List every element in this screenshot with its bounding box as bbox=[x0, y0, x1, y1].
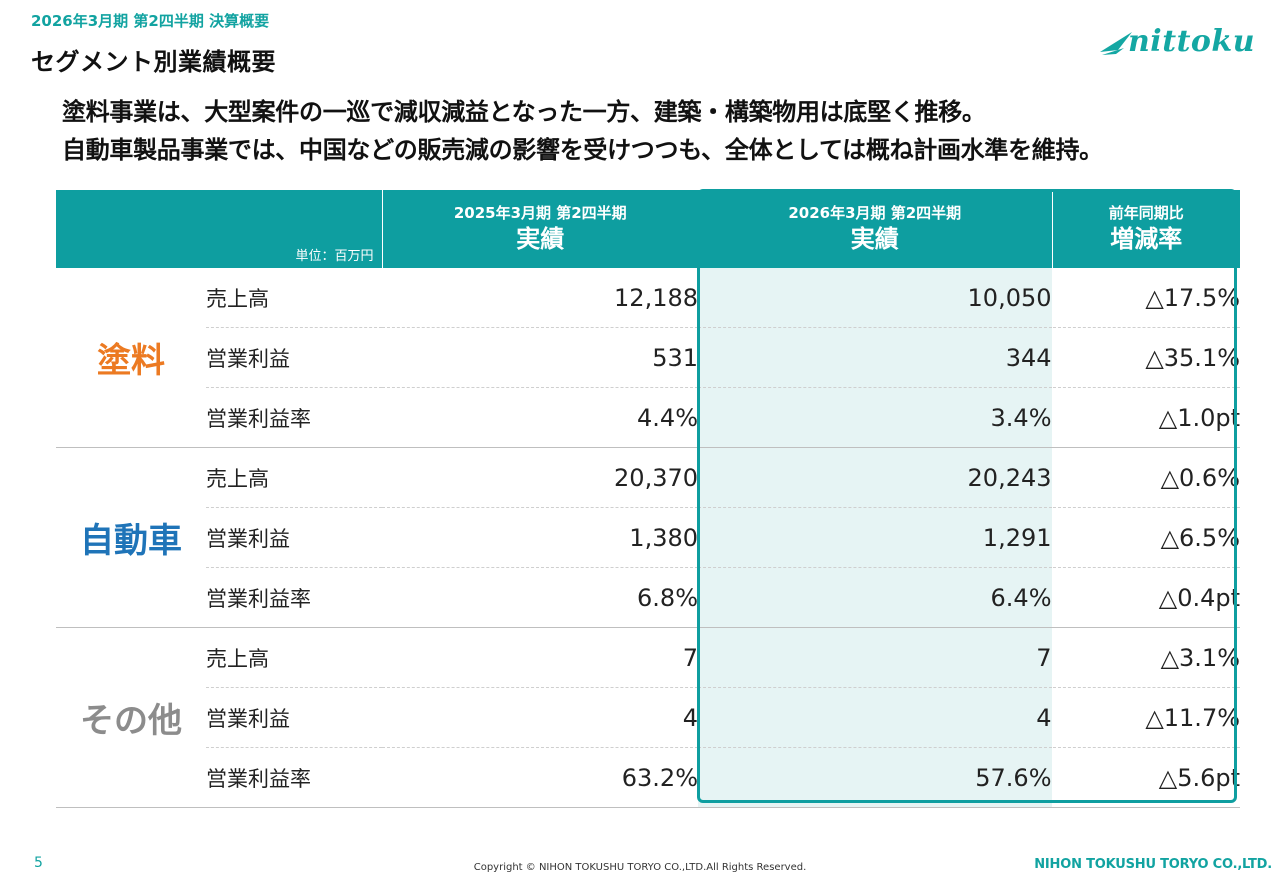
value-change: △3.1% bbox=[1051, 627, 1241, 688]
table-row: 営業利益 531 344 △35.1% bbox=[56, 327, 1241, 388]
headline-line-2: 自動車製品事業では、中国などの販売減の影響を受けつつも、全体としては概ね計画水準… bbox=[62, 136, 1103, 164]
value-change: △17.5% bbox=[1051, 268, 1241, 328]
table-row: 営業利益率 63.2% 57.6% △5.6pt bbox=[56, 747, 1241, 808]
page-title: セグメント別業績概要 bbox=[31, 48, 276, 76]
copyright-notice: Copyright © NIHON TOKUSHU TORYO CO.,LTD.… bbox=[473, 862, 807, 873]
table-row: 営業利益 1,380 1,291 △6.5% bbox=[56, 507, 1241, 568]
row-item-label: 営業利益率 bbox=[206, 747, 383, 808]
column-header-current-label: 実績 bbox=[850, 225, 899, 253]
value-change: △0.6% bbox=[1051, 447, 1241, 508]
column-header-change-period: 前年同期比 bbox=[1108, 204, 1184, 222]
table-row: 営業利益率 6.8% 6.4% △0.4pt bbox=[56, 567, 1241, 628]
table-header-row: 単位：百万円 2025年3月期 第2四半期 実績 2026年3月期 第2四半期 … bbox=[56, 190, 1241, 268]
segment-results-table: 単位：百万円 2025年3月期 第2四半期 実績 2026年3月期 第2四半期 … bbox=[56, 190, 1241, 808]
column-header-prev-period: 2025年3月期 第2四半期 bbox=[453, 204, 627, 222]
summary-headline: 塗料事業は、大型案件の一巡で減収減益となった一方、建築・構築物用は底堅く推移。 … bbox=[62, 93, 1103, 169]
value-current: 4 bbox=[698, 687, 1053, 748]
bird-logo-icon bbox=[1100, 32, 1132, 55]
table-row: 塗料 売上高 12,188 10,050 △17.5% bbox=[56, 268, 1241, 448]
segment-name-automotive: 自動車 bbox=[56, 447, 206, 628]
value-change: △0.4pt bbox=[1051, 567, 1241, 628]
column-header-current-period: 2026年3月期 第2四半期 bbox=[788, 204, 962, 222]
value-change: △6.5% bbox=[1051, 507, 1241, 568]
value-prev: 20,370 bbox=[382, 447, 699, 508]
table-row: その他 売上高 7 7 △3.1% bbox=[56, 627, 1241, 808]
value-current: 3.4% bbox=[698, 387, 1053, 448]
value-prev: 12,188 bbox=[382, 268, 699, 328]
table-row: 営業利益率 4.4% 3.4% △1.0pt bbox=[56, 387, 1241, 448]
segment-name-other: その他 bbox=[56, 627, 206, 808]
page-number: 5 bbox=[34, 855, 43, 871]
unit-label: 単位：百万円 bbox=[56, 190, 383, 268]
value-current: 57.6% bbox=[698, 747, 1053, 808]
column-header-change: 前年同期比 増減率 bbox=[1051, 190, 1241, 268]
headline-line-1: 塗料事業は、大型案件の一巡で減収減益となった一方、建築・構築物用は底堅く推移。 bbox=[62, 98, 986, 126]
table-row: 自動車 売上高 20,370 20,243 △0.6% bbox=[56, 447, 1241, 628]
column-header-prev: 2025年3月期 第2四半期 実績 bbox=[381, 190, 699, 268]
segment-name-paint: 塗料 bbox=[56, 268, 206, 448]
row-item-label: 営業利益率 bbox=[206, 567, 383, 628]
value-prev: 7 bbox=[382, 627, 699, 688]
row-item-label: 営業利益 bbox=[206, 687, 383, 748]
value-prev: 531 bbox=[382, 327, 699, 388]
value-change: △35.1% bbox=[1051, 327, 1241, 388]
row-item-label: 売上高 bbox=[206, 447, 383, 508]
company-logo: nittoku bbox=[1098, 24, 1258, 64]
column-header-current: 2026年3月期 第2四半期 実績 bbox=[698, 190, 1053, 268]
section-kicker: 2026年3月期 第2四半期 決算概要 bbox=[31, 12, 270, 30]
value-current: 1,291 bbox=[698, 507, 1053, 568]
value-current: 7 bbox=[698, 627, 1053, 688]
value-prev: 63.2% bbox=[382, 747, 699, 808]
table-row: 営業利益 4 4 △11.7% bbox=[56, 687, 1241, 748]
company-name: NIHON TOKUSHU TORYO CO.,LTD. bbox=[1034, 857, 1272, 872]
row-item-label: 営業利益 bbox=[206, 327, 383, 388]
value-prev: 4 bbox=[382, 687, 699, 748]
value-prev: 4.4% bbox=[382, 387, 699, 448]
value-current: 344 bbox=[698, 327, 1053, 388]
value-change: △1.0pt bbox=[1051, 387, 1241, 448]
column-header-prev-label: 実績 bbox=[516, 225, 565, 253]
column-header-change-label: 増減率 bbox=[1110, 225, 1183, 253]
value-current: 20,243 bbox=[698, 447, 1053, 508]
value-change: △11.7% bbox=[1051, 687, 1241, 748]
row-item-label: 営業利益率 bbox=[206, 387, 383, 448]
value-prev: 1,380 bbox=[382, 507, 699, 568]
value-prev: 6.8% bbox=[382, 567, 699, 628]
row-item-label: 営業利益 bbox=[206, 507, 383, 568]
logo-wordmark: nittoku bbox=[1128, 24, 1256, 59]
value-change: △5.6pt bbox=[1051, 747, 1241, 808]
row-item-label: 売上高 bbox=[206, 627, 383, 688]
row-item-label: 売上高 bbox=[206, 268, 383, 328]
value-current: 6.4% bbox=[698, 567, 1053, 628]
value-current: 10,050 bbox=[698, 268, 1053, 328]
